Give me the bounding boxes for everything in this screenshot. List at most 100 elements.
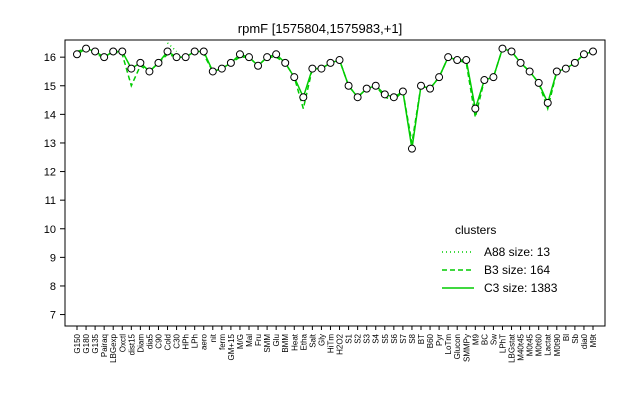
x-tick-label: M40t45 bbox=[517, 333, 526, 360]
data-point bbox=[226, 58, 235, 67]
data-point bbox=[181, 53, 190, 62]
data-point bbox=[163, 47, 172, 56]
x-tick-label: nit bbox=[209, 333, 218, 342]
data-point bbox=[235, 50, 244, 59]
y-tick-label: 16 bbox=[44, 52, 56, 64]
data-point bbox=[263, 53, 272, 62]
data-point bbox=[552, 67, 561, 76]
x-tick-label: LoTm bbox=[444, 334, 453, 355]
legend-label: C3 size: 1383 bbox=[484, 281, 558, 295]
y-tick-label: 7 bbox=[50, 310, 56, 322]
x-tick-label: LBGexp bbox=[109, 333, 118, 362]
data-point bbox=[389, 93, 398, 102]
data-point bbox=[245, 53, 253, 62]
x-tick-label: SMMPy bbox=[462, 334, 471, 362]
x-tick-label: Pairaq bbox=[100, 334, 109, 357]
data-point bbox=[308, 64, 317, 73]
data-point bbox=[462, 56, 471, 65]
x-tick-label: BMM bbox=[281, 334, 290, 353]
data-point bbox=[407, 144, 416, 153]
x-tick-label: S1 bbox=[345, 333, 354, 343]
data-point bbox=[199, 47, 208, 56]
data-point bbox=[398, 87, 407, 96]
x-tick-label: LBGstat bbox=[508, 333, 517, 363]
data-point bbox=[317, 64, 326, 73]
data-point bbox=[100, 53, 109, 62]
data-point bbox=[118, 47, 127, 56]
data-point bbox=[516, 58, 525, 67]
data-point bbox=[534, 78, 543, 87]
x-tick-label: Lactat bbox=[544, 333, 553, 356]
data-point bbox=[353, 93, 362, 102]
data-point bbox=[109, 47, 118, 56]
data-point bbox=[561, 64, 570, 73]
data-point bbox=[254, 61, 263, 70]
x-tick-label: Salt bbox=[308, 333, 317, 348]
data-point bbox=[417, 81, 425, 90]
data-point bbox=[579, 50, 588, 59]
x-tick-label: S7 bbox=[399, 333, 408, 343]
x-tick-label: M/G bbox=[236, 334, 245, 349]
x-tick-label: C30 bbox=[173, 333, 182, 348]
data-point bbox=[208, 67, 217, 76]
x-tick-label: ferm bbox=[218, 334, 227, 350]
x-tick-label: Cold bbox=[164, 334, 173, 350]
x-tick-label: S2 bbox=[354, 333, 363, 343]
x-tick-label: Sb bbox=[571, 333, 580, 343]
data-point bbox=[435, 73, 444, 82]
x-tick-label: dia5 bbox=[145, 333, 154, 349]
x-tick-label: LPh bbox=[191, 334, 200, 348]
data-point bbox=[299, 93, 308, 102]
x-tick-label: HPh bbox=[182, 334, 191, 350]
x-tick-label: G135 bbox=[91, 333, 100, 353]
x-tick-label: M0t60 bbox=[535, 333, 544, 356]
y-tick-label: 14 bbox=[44, 109, 56, 121]
x-tick-label: Heat bbox=[290, 333, 299, 351]
x-tick-label: HiTm bbox=[326, 334, 335, 353]
x-tick-label: M9 bbox=[471, 333, 480, 345]
data-point bbox=[73, 50, 81, 59]
data-point bbox=[525, 67, 534, 76]
data-point bbox=[91, 47, 100, 56]
data-point bbox=[217, 64, 226, 73]
x-tick-label: Sw bbox=[489, 334, 498, 345]
data-point bbox=[127, 64, 136, 73]
data-point bbox=[453, 56, 462, 65]
plot-frame bbox=[64, 39, 606, 327]
x-tick-label: S4 bbox=[372, 333, 381, 343]
x-tick-label: Fru bbox=[254, 334, 263, 346]
series-line bbox=[76, 47, 594, 149]
data-point bbox=[190, 47, 199, 56]
data-point bbox=[507, 47, 516, 56]
x-tick-label: S8 bbox=[408, 333, 417, 343]
data-point bbox=[172, 53, 181, 62]
x-tick-label: C90 bbox=[154, 333, 163, 348]
x-tick-label: M0t90 bbox=[553, 333, 562, 356]
data-point bbox=[335, 56, 344, 65]
data-point bbox=[272, 50, 281, 59]
x-tick-label: M9t bbox=[589, 333, 598, 347]
x-tick-label: Diam bbox=[136, 334, 145, 353]
y-tick-label: 12 bbox=[44, 167, 56, 179]
data-point bbox=[362, 84, 371, 93]
x-tick-label: Glu bbox=[272, 334, 281, 346]
data-point bbox=[290, 73, 299, 82]
data-point bbox=[426, 84, 435, 93]
data-point bbox=[543, 98, 552, 107]
data-point bbox=[489, 73, 498, 82]
data-point bbox=[281, 58, 290, 67]
data-point bbox=[480, 76, 489, 85]
data-point bbox=[344, 81, 353, 90]
x-tick-label: Glucon bbox=[453, 334, 462, 359]
x-tick-label: B60 bbox=[426, 333, 435, 348]
x-tick-label: S6 bbox=[390, 333, 399, 343]
x-tick-label: SMM bbox=[263, 334, 272, 353]
legend-label: B3 size: 164 bbox=[484, 263, 550, 277]
legend-label: A88 size: 13 bbox=[484, 245, 550, 259]
y-tick-label: 15 bbox=[44, 81, 56, 93]
x-tick-label: S3 bbox=[363, 333, 372, 343]
data-point bbox=[570, 58, 579, 67]
data-point bbox=[145, 67, 154, 76]
data-point bbox=[498, 44, 507, 53]
